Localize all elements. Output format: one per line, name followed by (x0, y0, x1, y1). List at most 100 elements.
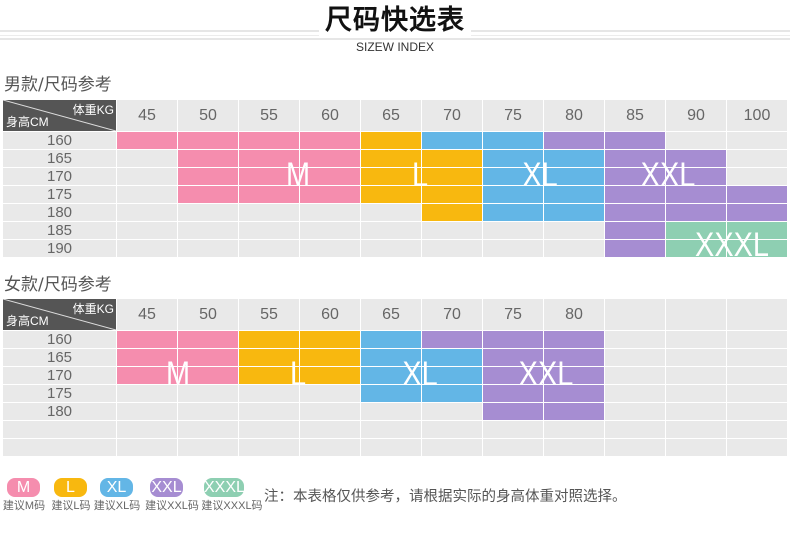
size-cell-xxl (483, 385, 543, 402)
size-cell-empty (117, 186, 177, 203)
size-cell-empty (483, 240, 543, 257)
size-cell-xxl (544, 403, 604, 420)
size-cell-empty (422, 240, 482, 257)
height-header: 170 (3, 367, 116, 384)
size-cell-xxl (422, 331, 482, 348)
size-cell-empty (666, 349, 726, 366)
weight-header: 50 (178, 299, 238, 330)
men-size-table: 体重KG 身高CM 45 50 55 60 65 70 75 80 85 90 100 160 165 170… (3, 100, 787, 257)
size-cell-empty (361, 222, 421, 239)
size-cell-empty (117, 150, 177, 167)
size-cell-empty (239, 204, 299, 221)
size-cell-empty (605, 403, 665, 420)
legend-swatch: XXXL (204, 478, 245, 497)
size-cell-m (178, 331, 238, 348)
size-cell-empty (727, 403, 787, 420)
height-header: 175 (3, 385, 116, 402)
size-cell-empty (727, 132, 787, 149)
men-section-heading: 男款/尺码参考 (4, 75, 112, 95)
height-header: 160 (3, 132, 116, 149)
size-cell-empty (666, 439, 726, 456)
size-cell-empty (727, 331, 787, 348)
size-cell-empty (422, 222, 482, 239)
size-cell-xxl (605, 150, 665, 167)
size-cell-xxxl (727, 240, 787, 257)
weight-header: 55 (239, 100, 299, 131)
weight-header: 60 (300, 100, 360, 131)
height-header: 160 (3, 331, 116, 348)
size-cell-empty (178, 385, 238, 402)
size-cell-xxl (483, 367, 543, 384)
size-cell-empty (422, 439, 482, 456)
size-cell-empty (483, 222, 543, 239)
size-cell-xl (422, 385, 482, 402)
size-cell-l (422, 168, 482, 185)
height-header (3, 421, 116, 438)
weight-header: 70 (422, 100, 482, 131)
size-cell-empty (178, 240, 238, 257)
size-cell-xl (361, 331, 421, 348)
size-cell-xl (483, 186, 543, 203)
size-cell-empty (300, 204, 360, 221)
weight-header: 75 (483, 299, 543, 330)
size-cell-empty (666, 421, 726, 438)
size-cell-xxl (483, 331, 543, 348)
size-cell-empty (117, 168, 177, 185)
size-cell-empty (361, 403, 421, 420)
size-cell-empty (178, 222, 238, 239)
size-cell-empty (300, 385, 360, 402)
size-cell-empty (422, 421, 482, 438)
size-cell-empty (178, 439, 238, 456)
size-cell-xl (483, 168, 543, 185)
height-header: 175 (3, 186, 116, 203)
size-cell-empty (727, 349, 787, 366)
size-cell-xl (544, 204, 604, 221)
size-cell-m (178, 367, 238, 384)
size-cell-empty (178, 403, 238, 420)
size-cell-empty (666, 367, 726, 384)
size-cell-xxl (544, 385, 604, 402)
size-cell-xxl (544, 367, 604, 384)
size-cell-empty (727, 421, 787, 438)
size-cell-xl (544, 150, 604, 167)
weight-header: 100 (727, 100, 787, 131)
size-cell-m (239, 150, 299, 167)
weight-header: 65 (361, 299, 421, 330)
size-cell-empty (544, 240, 604, 257)
size-cell-xxl (605, 240, 665, 257)
size-cell-empty (727, 385, 787, 402)
size-cell-xl (483, 150, 543, 167)
size-cell-l (361, 150, 421, 167)
size-cell-empty (117, 222, 177, 239)
size-cell-empty (666, 385, 726, 402)
size-cell-empty (666, 403, 726, 420)
weight-header: 80 (544, 100, 604, 131)
weight-header: 65 (361, 100, 421, 131)
size-cell-empty (117, 385, 177, 402)
table-corner-header: 体重KG 身高CM (3, 299, 116, 330)
size-cell-xxl (666, 204, 726, 221)
size-cell-l (422, 150, 482, 167)
size-cell-empty (178, 421, 238, 438)
size-cell-empty (605, 349, 665, 366)
weight-header: 50 (178, 100, 238, 131)
size-cell-empty (239, 385, 299, 402)
size-cell-xl (361, 367, 421, 384)
legend-swatch: L (54, 478, 87, 497)
size-cell-m (117, 349, 177, 366)
size-cell-xxl (605, 168, 665, 185)
height-header: 180 (3, 204, 116, 221)
height-header (3, 439, 116, 456)
weight-header (727, 299, 787, 330)
size-cell-xl (422, 349, 482, 366)
size-cell-empty (605, 331, 665, 348)
size-cell-l (300, 349, 360, 366)
size-cell-empty (666, 331, 726, 348)
size-cell-empty (239, 403, 299, 420)
size-cell-empty (300, 222, 360, 239)
size-cell-xxl (605, 186, 665, 203)
size-cell-xxxl (666, 222, 726, 239)
size-cell-xl (422, 367, 482, 384)
weight-header: 85 (605, 100, 665, 131)
size-cell-xxl (544, 349, 604, 366)
